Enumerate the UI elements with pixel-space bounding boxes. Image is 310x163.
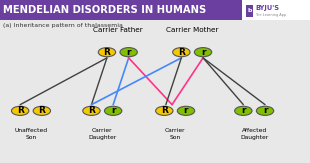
Bar — [0, 0, 242, 20]
Text: r: r — [126, 48, 131, 57]
Text: MENDELIAN DISORDERS IN HUMANS: MENDELIAN DISORDERS IN HUMANS — [3, 5, 206, 15]
Text: R: R — [88, 106, 95, 115]
Circle shape — [98, 48, 116, 57]
Circle shape — [83, 106, 100, 115]
Text: Affected
Daughter: Affected Daughter — [240, 128, 268, 140]
Text: R: R — [161, 106, 168, 115]
Text: r: r — [201, 48, 205, 57]
Bar — [246, 5, 253, 17]
Circle shape — [235, 106, 252, 115]
Text: The Learning App: The Learning App — [255, 13, 286, 17]
Circle shape — [104, 106, 122, 115]
Text: Carrier
Daughter: Carrier Daughter — [88, 128, 117, 140]
Circle shape — [173, 48, 190, 57]
Text: r: r — [263, 106, 267, 115]
Text: BYJU'S: BYJU'S — [255, 5, 279, 11]
Circle shape — [194, 48, 212, 57]
Circle shape — [256, 106, 274, 115]
Text: r: r — [241, 106, 246, 115]
Text: b: b — [248, 8, 252, 13]
Text: Carrier
Son: Carrier Son — [165, 128, 185, 140]
Circle shape — [11, 106, 29, 115]
Circle shape — [33, 106, 51, 115]
Text: Carrier Father: Carrier Father — [93, 27, 143, 33]
Bar — [242, 0, 310, 20]
Circle shape — [120, 48, 137, 57]
Text: Unaffected
Son: Unaffected Son — [15, 128, 47, 140]
Text: r: r — [111, 106, 115, 115]
Text: R: R — [104, 48, 110, 57]
Text: R: R — [17, 106, 24, 115]
Circle shape — [177, 106, 195, 115]
Text: r: r — [184, 106, 188, 115]
Text: R: R — [38, 106, 45, 115]
Text: R: R — [178, 48, 185, 57]
Text: Carrier Mother: Carrier Mother — [166, 27, 219, 33]
Circle shape — [156, 106, 173, 115]
Text: (a) Inheritance pattern of thalassemia: (a) Inheritance pattern of thalassemia — [3, 23, 123, 28]
